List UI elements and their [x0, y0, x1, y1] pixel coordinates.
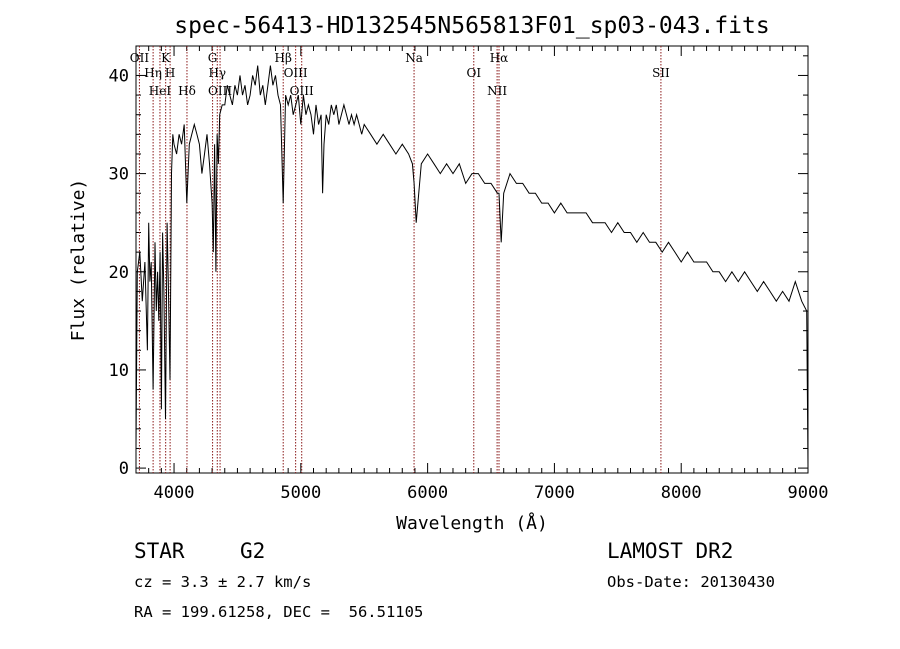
x-axis-label: Wavelength (Å) [396, 512, 548, 534]
plot-frame [135, 45, 809, 474]
x-tick-label: 8000 [661, 483, 702, 503]
line-label: Na [405, 51, 423, 65]
line-label: OII [130, 51, 150, 65]
line-label: OIII [290, 84, 314, 98]
line-label: OI [466, 66, 481, 80]
line-label: Hδ [178, 84, 196, 98]
x-tick-label: 6000 [407, 483, 448, 503]
y-tick-label: 0 [119, 459, 129, 479]
x-tick-label: 9000 [788, 483, 829, 503]
axes-ticks: 4000 5000 6000 7000 8000 9000 0 10 20 30 40 [109, 46, 829, 503]
line-label: HeI [149, 84, 172, 98]
x-tick-label: 5000 [280, 483, 321, 503]
line-label: H [165, 66, 175, 80]
line-label: OIII [284, 66, 308, 80]
survey-name: LAMOST DR2 [607, 539, 734, 563]
emission-line-markers [138, 46, 662, 473]
line-label: G [208, 51, 218, 65]
spectrum-line [135, 65, 809, 469]
y-tick-label: 40 [109, 66, 129, 86]
line-labels: OIIHηHeIKHHδGHγOIIIHβOIIIOIIINaOINIIHαSI… [130, 51, 670, 98]
coordinates-text: RA = 199.61258, DEC = 56.51105 [134, 603, 424, 621]
line-label: Hβ [275, 51, 292, 65]
y-tick-label: 20 [109, 263, 129, 283]
x-tick-label: 7000 [534, 483, 575, 503]
line-label: Hγ [208, 66, 226, 80]
y-tick-label: 30 [109, 165, 129, 185]
line-label: SII [652, 66, 670, 80]
redshift-text: cz = 3.3 ± 2.7 km/s [134, 573, 312, 591]
y-axis-label: Flux (relative) [68, 179, 89, 342]
chart-title: spec-56413-HD132545N565813F01_sp03-043.f… [174, 13, 769, 39]
line-label: K [161, 51, 171, 65]
object-subclass: G2 [240, 539, 266, 563]
object-class: STAR [134, 539, 185, 563]
observation-date: Obs-Date: 20130430 [607, 573, 775, 591]
y-tick-label: 10 [109, 361, 129, 381]
x-tick-label: 4000 [154, 483, 195, 503]
line-label: Hη [144, 66, 162, 80]
line-label: NII [487, 84, 507, 98]
line-label: Hα [490, 51, 509, 65]
